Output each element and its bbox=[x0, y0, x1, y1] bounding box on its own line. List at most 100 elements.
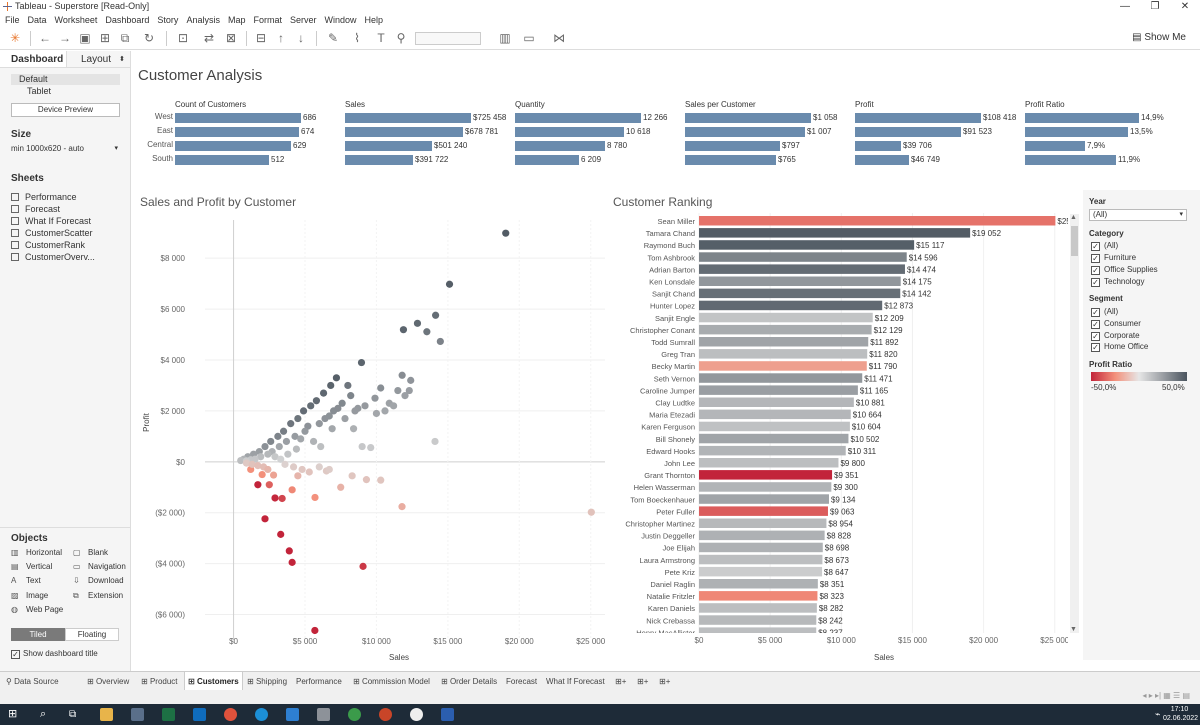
new-worksheet-icon[interactable]: ⊞+ bbox=[615, 677, 627, 686]
tab-forecast[interactable]: Forecast bbox=[506, 677, 538, 686]
highlight-icon[interactable]: ✎ bbox=[327, 31, 339, 45]
scatter-point[interactable] bbox=[344, 381, 352, 390]
webex-icon[interactable] bbox=[410, 708, 423, 721]
menu-format[interactable]: Format bbox=[253, 15, 282, 25]
kpi-bar[interactable] bbox=[855, 127, 961, 137]
excel-icon[interactable] bbox=[162, 708, 175, 721]
menu-map[interactable]: Map bbox=[227, 15, 246, 25]
scatter-point[interactable] bbox=[275, 442, 283, 451]
kpi-bar[interactable] bbox=[685, 155, 776, 165]
kpi-bar[interactable] bbox=[1025, 127, 1128, 137]
group-icon[interactable]: ⊟ bbox=[255, 31, 267, 45]
tab-shipping[interactable]: ⊞ Shipping bbox=[247, 677, 288, 686]
scatter-point[interactable] bbox=[325, 465, 333, 474]
floating-button[interactable]: Floating bbox=[65, 628, 119, 641]
object-download[interactable]: ⇩ Download bbox=[73, 576, 124, 585]
kpi-bar[interactable] bbox=[175, 155, 269, 165]
scatter-point[interactable] bbox=[317, 442, 325, 451]
windows-start-icon[interactable]: ⊞ bbox=[8, 708, 18, 720]
ranking-bar[interactable] bbox=[699, 482, 832, 492]
ranking-bar[interactable] bbox=[699, 470, 833, 480]
kpi-bar[interactable] bbox=[685, 113, 811, 123]
scatter-point[interactable] bbox=[334, 404, 342, 412]
ranking-bar[interactable] bbox=[699, 554, 823, 565]
ranking-bar[interactable] bbox=[699, 300, 883, 311]
scatter-point[interactable] bbox=[264, 450, 272, 458]
scatter-point[interactable] bbox=[319, 389, 328, 397]
show-me-button[interactable]: ▤ Show Me bbox=[1132, 32, 1186, 43]
scatter-point[interactable] bbox=[371, 394, 379, 402]
undo-icon[interactable]: ← bbox=[39, 31, 51, 45]
scatter-point[interactable] bbox=[297, 435, 305, 443]
scatter-point[interactable] bbox=[311, 493, 319, 502]
scatter-point[interactable] bbox=[288, 486, 296, 494]
refresh-icon[interactable]: ↻ bbox=[143, 31, 155, 45]
scatter-point[interactable] bbox=[309, 437, 318, 446]
scatter-point[interactable] bbox=[274, 432, 282, 440]
object-horizontal[interactable]: ▥ Horizontal bbox=[11, 548, 63, 557]
tab-performance[interactable]: Performance bbox=[296, 677, 342, 686]
kpi-bar[interactable] bbox=[685, 141, 780, 151]
tab-commission-model[interactable]: ⊞ Commission Model bbox=[353, 677, 430, 686]
kpi-bar[interactable] bbox=[515, 155, 579, 165]
menu-data[interactable]: Data bbox=[27, 15, 47, 25]
ranking-bar[interactable] bbox=[699, 615, 817, 625]
scatter-point[interactable] bbox=[305, 468, 313, 476]
scatter-point[interactable] bbox=[267, 437, 275, 446]
scatter-point[interactable] bbox=[265, 481, 273, 489]
ranking-bar[interactable] bbox=[699, 591, 818, 601]
tab-product[interactable]: ⊞ Product bbox=[141, 677, 178, 686]
sheet-item[interactable]: CustomerOverv... bbox=[11, 252, 95, 262]
scatter-point[interactable] bbox=[307, 402, 315, 410]
scatter-point[interactable] bbox=[292, 445, 301, 453]
scatter-point[interactable] bbox=[367, 443, 375, 452]
kpi-bar[interactable] bbox=[345, 141, 432, 151]
scatter-point[interactable] bbox=[301, 427, 309, 435]
menu-help[interactable]: Help bbox=[364, 15, 384, 25]
scatter-point[interactable] bbox=[348, 472, 356, 480]
scatter-point[interactable] bbox=[362, 476, 371, 484]
powerpoint-icon[interactable] bbox=[379, 708, 392, 721]
chrome-icon[interactable] bbox=[224, 708, 237, 721]
kpi-bar[interactable] bbox=[1025, 113, 1139, 123]
scatter-point[interactable] bbox=[277, 455, 285, 463]
scatter-point[interactable] bbox=[279, 427, 288, 435]
ranking-bar[interactable] bbox=[699, 445, 846, 456]
ranking-bar[interactable] bbox=[699, 603, 817, 613]
scatter-point[interactable] bbox=[407, 376, 415, 384]
object-extension[interactable]: ⧉ Extension bbox=[73, 591, 124, 600]
menu-window[interactable]: Window bbox=[324, 15, 357, 25]
sheet-item[interactable]: What If Forecast bbox=[11, 216, 91, 226]
scatter-point[interactable] bbox=[287, 420, 295, 428]
tab-order-details[interactable]: ⊞ Order Details bbox=[441, 677, 498, 686]
show-title-checkbox[interactable]: ✓ Show dashboard title bbox=[11, 649, 98, 659]
scatter-point[interactable] bbox=[282, 437, 291, 446]
ranking-bar[interactable] bbox=[699, 542, 823, 553]
kpi-bar[interactable] bbox=[1025, 141, 1085, 151]
sort-desc-icon[interactable]: ↓ bbox=[298, 31, 304, 45]
scatter-point[interactable] bbox=[254, 481, 262, 489]
ranking-bar[interactable] bbox=[699, 458, 839, 468]
app-icon[interactable] bbox=[317, 708, 330, 721]
scatter-point[interactable] bbox=[436, 337, 444, 346]
tableau-taskbar-icon[interactable] bbox=[131, 708, 144, 721]
kpi-bar[interactable] bbox=[855, 113, 981, 123]
duplicate-icon[interactable]: ⧉ bbox=[120, 31, 130, 45]
scatter-point[interactable] bbox=[372, 409, 381, 418]
object-web-page[interactable]: ◍ Web Page bbox=[11, 605, 64, 614]
sheet-item[interactable]: Forecast bbox=[11, 204, 60, 214]
scatter-point[interactable] bbox=[381, 407, 389, 415]
category-checkbox[interactable]: ✓ (All) bbox=[1091, 241, 1119, 251]
scatter-point[interactable] bbox=[271, 453, 279, 461]
scatter-point[interactable] bbox=[315, 463, 323, 471]
ranking-bar[interactable] bbox=[699, 518, 827, 529]
menu-story[interactable]: Story bbox=[157, 15, 179, 25]
outlook-icon[interactable] bbox=[193, 708, 206, 721]
scatter-point[interactable] bbox=[288, 558, 296, 566]
menu-analysis[interactable]: Analysis bbox=[186, 15, 220, 25]
scatter-point[interactable] bbox=[321, 414, 329, 423]
year-filter-dropdown[interactable]: (All) ▾ bbox=[1089, 209, 1187, 221]
new-dashboard-icon[interactable]: ⊞+ bbox=[637, 677, 649, 686]
scatter-point[interactable] bbox=[294, 414, 302, 423]
object-image[interactable]: ▨ Image bbox=[11, 591, 49, 600]
